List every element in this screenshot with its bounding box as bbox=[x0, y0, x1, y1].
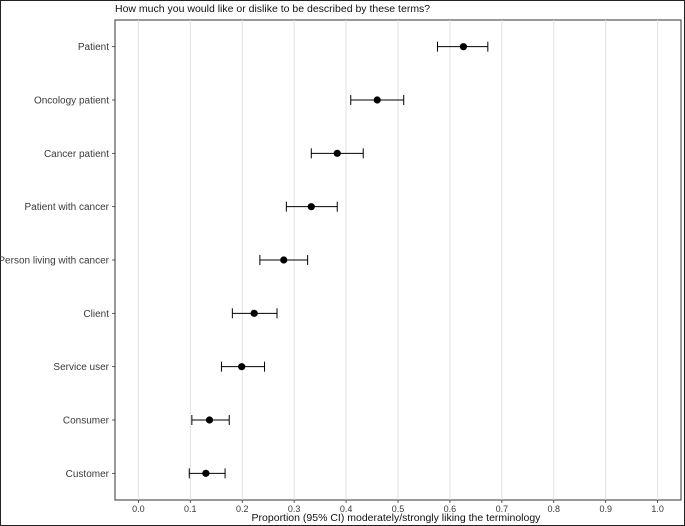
point-estimate-2 bbox=[333, 149, 341, 157]
category-label-4: Person living with cancer bbox=[0, 256, 110, 267]
point-estimate-7 bbox=[205, 416, 214, 424]
x-tick-label-6: 0.6 bbox=[444, 504, 457, 514]
category-label-6: Service user bbox=[53, 362, 109, 373]
x-tick-label-1: 0.1 bbox=[184, 504, 197, 514]
point-estimate-8 bbox=[202, 469, 210, 477]
x-tick-label-4: 0.4 bbox=[340, 504, 353, 514]
x-tick-label-7: 0.7 bbox=[496, 504, 509, 514]
data-marks bbox=[188, 41, 489, 479]
category-label-8: Customer bbox=[66, 469, 110, 480]
category-label-2: Cancer patient bbox=[44, 149, 109, 160]
chart-title: How much you would like or dislike to be… bbox=[115, 3, 431, 15]
category-label-5: Client bbox=[83, 309, 109, 320]
x-tick-label-8: 0.8 bbox=[548, 504, 561, 514]
point-estimate-6 bbox=[238, 363, 246, 371]
point-estimate-5 bbox=[250, 309, 258, 317]
point-estimate-4 bbox=[280, 256, 288, 264]
x-tick-label-9: 0.9 bbox=[599, 504, 612, 514]
category-label-1: Oncology patient bbox=[34, 96, 109, 107]
point-estimate-3 bbox=[307, 203, 315, 211]
x-tick-label-2: 0.2 bbox=[236, 504, 249, 514]
x-tick-label-0: 0.0 bbox=[132, 504, 145, 514]
x-tick-label-10: 1.0 bbox=[651, 504, 664, 514]
x-tick-label-3: 0.3 bbox=[288, 504, 301, 514]
category-label-0: Patient bbox=[78, 42, 109, 53]
x-axis-title: Proportion (95% CI) moderately/strongly … bbox=[252, 512, 542, 524]
point-estimate-0 bbox=[459, 43, 468, 51]
x-tick-label-5: 0.5 bbox=[392, 504, 405, 514]
category-label-7: Consumer bbox=[63, 416, 110, 427]
point-estimate-1 bbox=[373, 96, 381, 104]
x-axis-ticks: 0.0 0.1 0.2 0.3 0.4 0.5 0.6 0.7 0.8 0.9 1.0 bbox=[132, 500, 664, 514]
y-axis-categories: Patient Oncology patient Cancer patient Pat… bbox=[0, 42, 115, 480]
category-label-3: Patient with cancer bbox=[25, 202, 110, 213]
